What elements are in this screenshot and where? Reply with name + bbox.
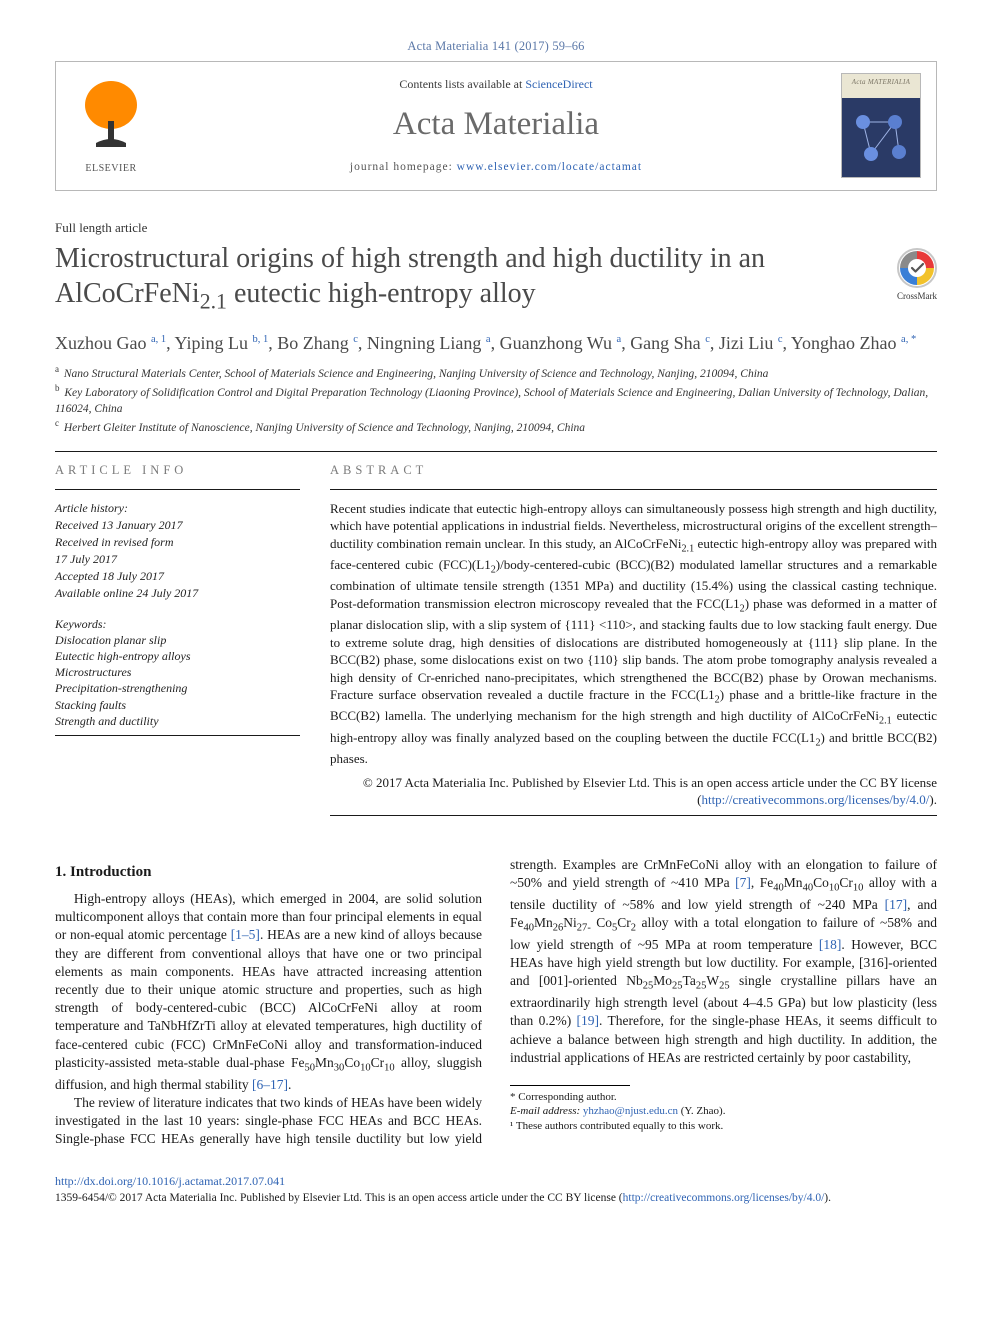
page-footer: http://dx.doi.org/10.1016/j.actamat.2017…	[55, 1167, 937, 1207]
history-label: Article history:	[55, 500, 300, 516]
masthead-center: Contents lists available at ScienceDirec…	[166, 76, 826, 176]
homepage-prefix: journal homepage:	[350, 161, 457, 173]
history-line: Accepted 18 July 2017	[55, 568, 300, 584]
divider-rule	[55, 451, 937, 452]
email-line: E-mail address: yhzhao@njust.edu.cn (Y. …	[510, 1104, 937, 1118]
article-info-column: ARTICLE INFO Article history: Received 1…	[55, 462, 300, 826]
abstract-heading: ABSTRACT	[330, 462, 937, 479]
citation-link[interactable]: [6–17]	[252, 1077, 288, 1092]
doi-link[interactable]: http://dx.doi.org/10.1016/j.actamat.2017…	[55, 1174, 285, 1188]
divider-rule	[55, 735, 300, 736]
history-line: Available online 24 July 2017	[55, 585, 300, 601]
title-row: Microstructural origins of high strength…	[55, 242, 937, 330]
history-line: Received 13 January 2017	[55, 517, 300, 533]
section-heading-intro: 1. Introduction	[55, 862, 482, 882]
keyword: Strength and ductility	[55, 713, 300, 729]
affil-text: Herbert Gleiter Institute of Nanoscience…	[64, 422, 585, 434]
sciencedirect-link[interactable]: ScienceDirect	[525, 77, 592, 91]
journal-homepage-link[interactable]: www.elsevier.com/locate/actamat	[457, 161, 642, 173]
keyword: Microstructures	[55, 664, 300, 680]
issn-copyright-line: 1359-6454/© 2017 Acta Materialia Inc. Pu…	[55, 1191, 937, 1207]
elsevier-tree-icon	[76, 77, 146, 157]
publisher-logo-block: ELSEVIER	[56, 66, 166, 186]
affil-key: b	[55, 383, 62, 393]
corresponding-email-link[interactable]: yhzhao@njust.edu.cn	[583, 1105, 678, 1117]
article-info-heading: ARTICLE INFO	[55, 462, 300, 479]
cover-title-text: Acta MATERIALIA	[842, 74, 920, 98]
article-title: Microstructural origins of high strength…	[55, 242, 881, 314]
footnote-rule	[510, 1085, 630, 1086]
journal-cover-thumbnail: Acta MATERIALIA	[841, 73, 921, 178]
citation-link[interactable]: [18]	[819, 937, 842, 952]
cover-art	[842, 98, 920, 177]
license-link[interactable]: http://creativecommons.org/licenses/by/4…	[701, 792, 929, 807]
body-paragraph: High-entropy alloys (HEAs), which emerge…	[55, 890, 482, 1094]
history-line: Received in revised form	[55, 534, 300, 550]
author-list: Xuzhou Gao a, 1, Yiping Lu b, 1, Bo Zhan…	[55, 331, 937, 355]
abstract-copyright: © 2017 Acta Materialia Inc. Published by…	[330, 774, 937, 809]
keywords-block: Keywords: Dislocation planar slip Eutect…	[55, 616, 300, 729]
keyword: Precipitation-strengthening	[55, 680, 300, 696]
history-line: 17 July 2017	[55, 551, 300, 567]
affiliation: b Key Laboratory of Solidification Contr…	[55, 382, 937, 417]
issn-text: 1359-6454/© 2017 Acta Materialia Inc. Pu…	[55, 1192, 623, 1204]
citation-link[interactable]: [17]	[885, 897, 908, 912]
crossmark-label: CrossMark	[897, 290, 937, 302]
corresponding-author-note: * Corresponding author.	[510, 1090, 937, 1104]
publisher-name: ELSEVIER	[76, 162, 146, 176]
article-history: Article history: Received 13 January 201…	[55, 500, 300, 602]
doi-line: http://dx.doi.org/10.1016/j.actamat.2017…	[55, 1173, 937, 1189]
license-link[interactable]: http://creativecommons.org/licenses/by/4…	[623, 1192, 825, 1204]
abstract-column: ABSTRACT Recent studies indicate that eu…	[330, 462, 937, 826]
affil-key: c	[55, 418, 61, 428]
citation-link[interactable]: [1–5]	[231, 927, 260, 942]
copyright-suffix: ).	[929, 792, 937, 807]
equal-contrib-note: ¹ These authors contributed equally to t…	[510, 1119, 937, 1133]
issn-suffix: ).	[824, 1192, 831, 1204]
affiliation: c Herbert Gleiter Institute of Nanoscien…	[55, 417, 937, 436]
page-root: Acta Materialia 141 (2017) 59–66 ELSEVIE…	[0, 0, 992, 1236]
masthead: ELSEVIER Contents lists available at Sci…	[55, 61, 937, 191]
contents-lists-line: Contents lists available at ScienceDirec…	[166, 76, 826, 92]
cover-network-icon	[851, 108, 911, 168]
abstract-body: Recent studies indicate that eutectic hi…	[330, 500, 937, 809]
affil-text: Key Laboratory of Solidification Control…	[55, 387, 928, 415]
email-suffix: (Y. Zhao).	[678, 1105, 725, 1117]
affiliation: a Nano Structural Materials Center, Scho…	[55, 363, 937, 382]
affil-key: a	[55, 364, 61, 374]
footnotes: * Corresponding author. E-mail address: …	[510, 1090, 937, 1133]
citation-link[interactable]: [19]	[577, 1013, 600, 1028]
journal-homepage-line: journal homepage: www.elsevier.com/locat…	[166, 160, 826, 176]
keyword: Dislocation planar slip	[55, 632, 300, 648]
keywords-label: Keywords:	[55, 616, 300, 632]
affiliation-list: a Nano Structural Materials Center, Scho…	[55, 363, 937, 437]
running-head: Acta Materialia 141 (2017) 59–66	[55, 38, 937, 55]
keyword: Stacking faults	[55, 697, 300, 713]
citation-link[interactable]: [7]	[735, 875, 751, 890]
journal-name: Acta Materialia	[166, 102, 826, 147]
divider-rule	[330, 489, 937, 490]
contents-prefix: Contents lists available at	[399, 77, 525, 91]
journal-cover-block: Acta MATERIALIA	[826, 66, 936, 186]
info-abstract-grid: ARTICLE INFO Article history: Received 1…	[55, 462, 937, 826]
crossmark-icon	[897, 248, 937, 288]
abstract-text: Recent studies indicate that eutectic hi…	[330, 501, 937, 767]
divider-rule	[55, 489, 300, 490]
email-label: E-mail address:	[510, 1105, 583, 1117]
article-type: Full length article	[55, 219, 937, 237]
keyword: Eutectic high-entropy alloys	[55, 648, 300, 664]
divider-rule	[330, 815, 937, 816]
body-two-column: 1. Introduction High-entropy alloys (HEA…	[55, 856, 937, 1149]
elsevier-logo: ELSEVIER	[76, 77, 146, 176]
affil-text: Nano Structural Materials Center, School…	[64, 368, 769, 380]
crossmark-badge[interactable]: CrossMark	[897, 248, 937, 302]
